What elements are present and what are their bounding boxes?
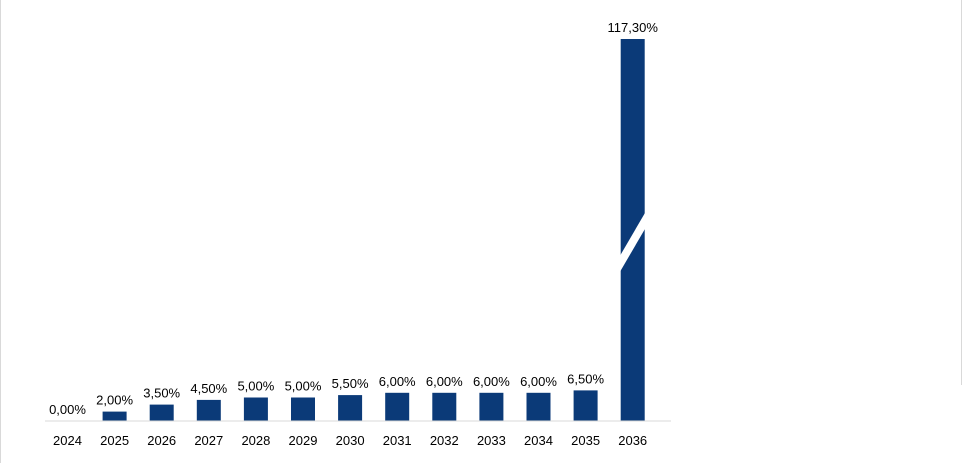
x-tick-2025: 2025 <box>100 433 129 448</box>
data-label-2024: 0,00% <box>49 402 86 417</box>
bar-2034 <box>526 392 551 421</box>
x-tick-2036: 2036 <box>618 433 647 448</box>
x-tick-2032: 2032 <box>430 433 459 448</box>
data-label-2028: 5,00% <box>237 379 274 394</box>
data-label-2026: 3,50% <box>143 386 180 401</box>
x-tick-2027: 2027 <box>194 433 223 448</box>
bar-2028 <box>243 397 268 421</box>
data-label-2029: 5,00% <box>285 379 322 394</box>
bar-2032 <box>432 392 457 421</box>
x-tick-2029: 2029 <box>289 433 318 448</box>
data-label-2032: 6,00% <box>426 374 463 389</box>
x-tick-2024: 2024 <box>53 433 82 448</box>
x-tick-2031: 2031 <box>383 433 412 448</box>
x-tick-2030: 2030 <box>336 433 365 448</box>
bars-layer <box>102 39 647 422</box>
data-label-2035: 6,50% <box>567 371 604 386</box>
bar-2031 <box>385 392 410 421</box>
axis-break-mark <box>618 210 647 274</box>
x-tick-2034: 2034 <box>524 433 553 448</box>
bar-2027 <box>196 399 221 422</box>
data-label-2031: 6,00% <box>379 374 416 389</box>
bar-2029 <box>291 397 315 421</box>
data-label-2027: 4,50% <box>190 381 227 396</box>
bar-2033 <box>479 392 504 421</box>
x-tick-2035: 2035 <box>571 433 600 448</box>
bar-2035 <box>573 390 598 421</box>
bar-2026 <box>149 404 174 421</box>
x-tick-2028: 2028 <box>241 433 270 448</box>
data-label-2025: 2,00% <box>96 393 133 408</box>
x-tick-labels: 2024 2025 2026 2027 2028 2029 2030 2031 2032 2033… <box>53 433 647 448</box>
data-label-2033: 6,00% <box>473 374 510 389</box>
data-label-2036: 117,30% <box>608 20 659 35</box>
x-tick-2033: 2033 <box>477 433 506 448</box>
bar-2025 <box>102 411 127 421</box>
labels-layer: 0,00% 2,00% 3,50% 4,50% 5,00% 5,00% 5,50% 6,00%… <box>49 20 658 417</box>
bar-2030 <box>338 395 363 421</box>
x-tick-2026: 2026 <box>147 433 176 448</box>
data-label-2030: 5,50% <box>332 376 369 391</box>
data-label-2034: 6,00% <box>520 374 557 389</box>
